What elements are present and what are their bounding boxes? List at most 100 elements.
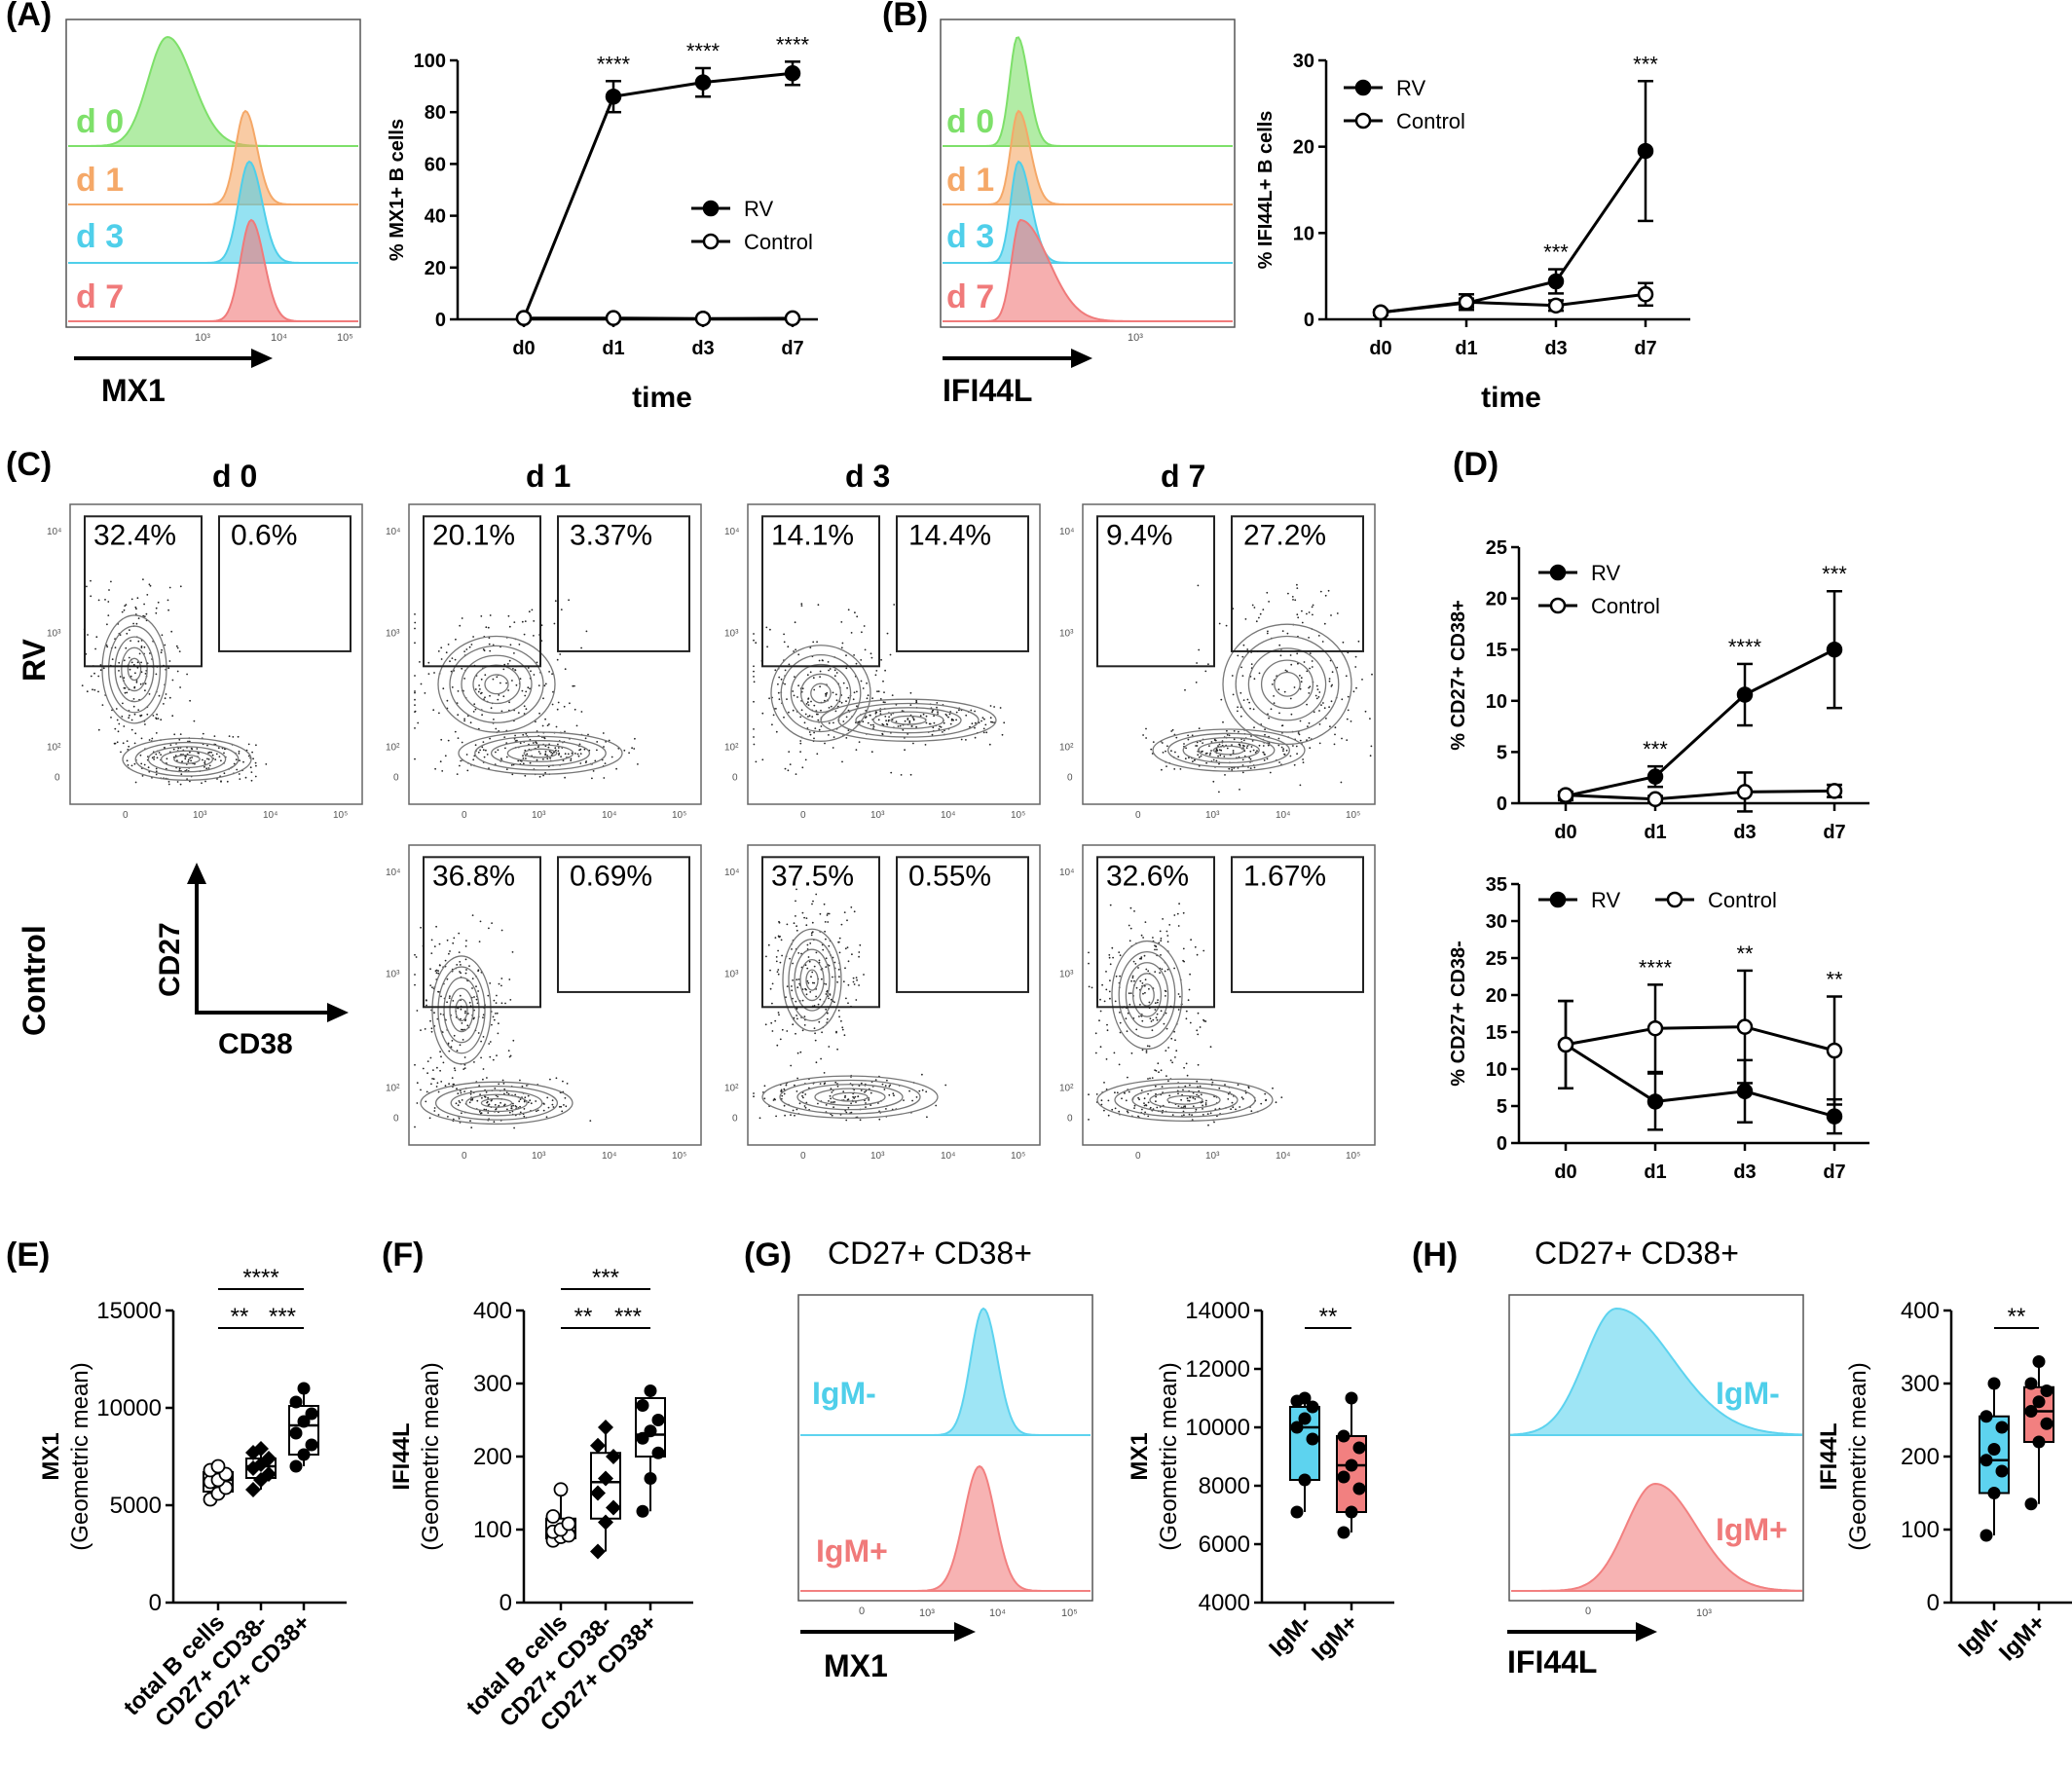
event-dot [765, 626, 768, 629]
event-dot [125, 604, 128, 606]
event-dot [185, 769, 188, 771]
event-dot [1114, 1107, 1117, 1110]
event-dot [989, 705, 992, 707]
event-dot [884, 669, 886, 672]
event-dot [542, 697, 544, 700]
event-dot [589, 1120, 592, 1122]
event-dot [1183, 743, 1185, 745]
event-dot [1094, 1052, 1097, 1054]
event-dot [1296, 587, 1299, 589]
y-tick-label: 10⁴ [47, 527, 61, 537]
event-dot [852, 698, 855, 701]
event-dot [779, 961, 782, 964]
data-point [210, 1458, 226, 1474]
event-dot [1167, 1080, 1169, 1083]
x-tick-label: 10⁵ [672, 1151, 686, 1162]
event-dot [446, 699, 449, 702]
event-dot [776, 971, 779, 973]
y-tick-label: 10³ [1059, 629, 1074, 640]
data-point [1980, 1454, 1993, 1467]
event-dot [801, 1029, 804, 1032]
event-dot [1300, 681, 1303, 683]
y-tick-label: 10⁴ [724, 527, 739, 537]
event-dot [870, 656, 873, 659]
event-dot [132, 698, 135, 700]
event-dot [918, 1089, 921, 1092]
event-dot [1099, 1046, 1102, 1049]
x-tick-label: 10³ [1205, 810, 1220, 821]
event-dot [451, 686, 454, 688]
event-dot [119, 676, 122, 678]
event-dot [563, 1104, 565, 1106]
event-dot [1246, 648, 1249, 650]
event-dot [110, 580, 112, 583]
day-header-d3: d 3 [845, 459, 890, 494]
event-dot [97, 690, 99, 693]
event-dot [870, 652, 872, 655]
event-dot [811, 903, 813, 905]
event-dot [1196, 953, 1199, 956]
event-dot [238, 773, 240, 775]
event-dot [557, 743, 559, 746]
event-dot [139, 754, 142, 757]
event-dot [1209, 1046, 1212, 1049]
y-tick-label: 10⁴ [386, 527, 400, 537]
x-tick-label: 10⁴ [263, 810, 278, 821]
contour-frame [1082, 844, 1376, 1146]
hist-marker-label: IFI44L [943, 373, 1032, 408]
event-dot [853, 910, 856, 913]
event-dot [469, 721, 472, 724]
event-dot [144, 673, 147, 675]
contour-line [782, 928, 842, 1032]
event-dot [140, 661, 143, 664]
event-dot [982, 731, 985, 734]
event-dot [1147, 1101, 1150, 1104]
event-dot [1268, 601, 1270, 603]
event-dot [139, 683, 142, 685]
event-dot [1135, 986, 1138, 989]
event-dot [437, 970, 439, 973]
event-dot [502, 668, 505, 671]
event-dot [1297, 616, 1300, 619]
event-dot [414, 691, 416, 694]
event-dot [1142, 734, 1144, 736]
event-dot [794, 1114, 796, 1117]
event-dot [127, 764, 130, 766]
event-dot [850, 1102, 852, 1105]
hist-marker-label: MX1 [824, 1648, 888, 1683]
event-dot [211, 754, 214, 757]
event-dot [190, 747, 193, 750]
x-tick-label: IgM+ [1307, 1609, 1363, 1666]
event-dot [470, 644, 473, 646]
event-dot [198, 752, 200, 755]
event-dot [1246, 745, 1249, 747]
event-dot [502, 1083, 505, 1085]
event-dot [1166, 968, 1169, 971]
significance-label: *** [614, 1304, 642, 1330]
event-dot [1103, 1000, 1106, 1003]
hist-tick-zero: 0 [1585, 1606, 1591, 1617]
event-dot [1231, 768, 1234, 771]
event-dot [479, 749, 481, 752]
event-dot [903, 1099, 905, 1101]
event-dot [783, 1104, 786, 1107]
event-dot [548, 723, 550, 725]
event-dot [526, 753, 529, 756]
event-dot [1187, 734, 1189, 737]
event-dot [866, 697, 869, 700]
event-dot [806, 674, 809, 677]
event-dot [1148, 1001, 1151, 1004]
event-dot [833, 675, 836, 678]
event-dot [466, 769, 469, 772]
event-dot [1299, 687, 1302, 690]
data-point [545, 1509, 561, 1524]
event-dot [208, 751, 211, 754]
event-dot [810, 932, 813, 935]
contour-line [1111, 940, 1183, 1051]
event-dot [1253, 678, 1256, 681]
event-dot [790, 1064, 793, 1067]
contour-line [173, 754, 201, 764]
event-dot [1118, 951, 1121, 953]
event-dot [148, 739, 151, 741]
